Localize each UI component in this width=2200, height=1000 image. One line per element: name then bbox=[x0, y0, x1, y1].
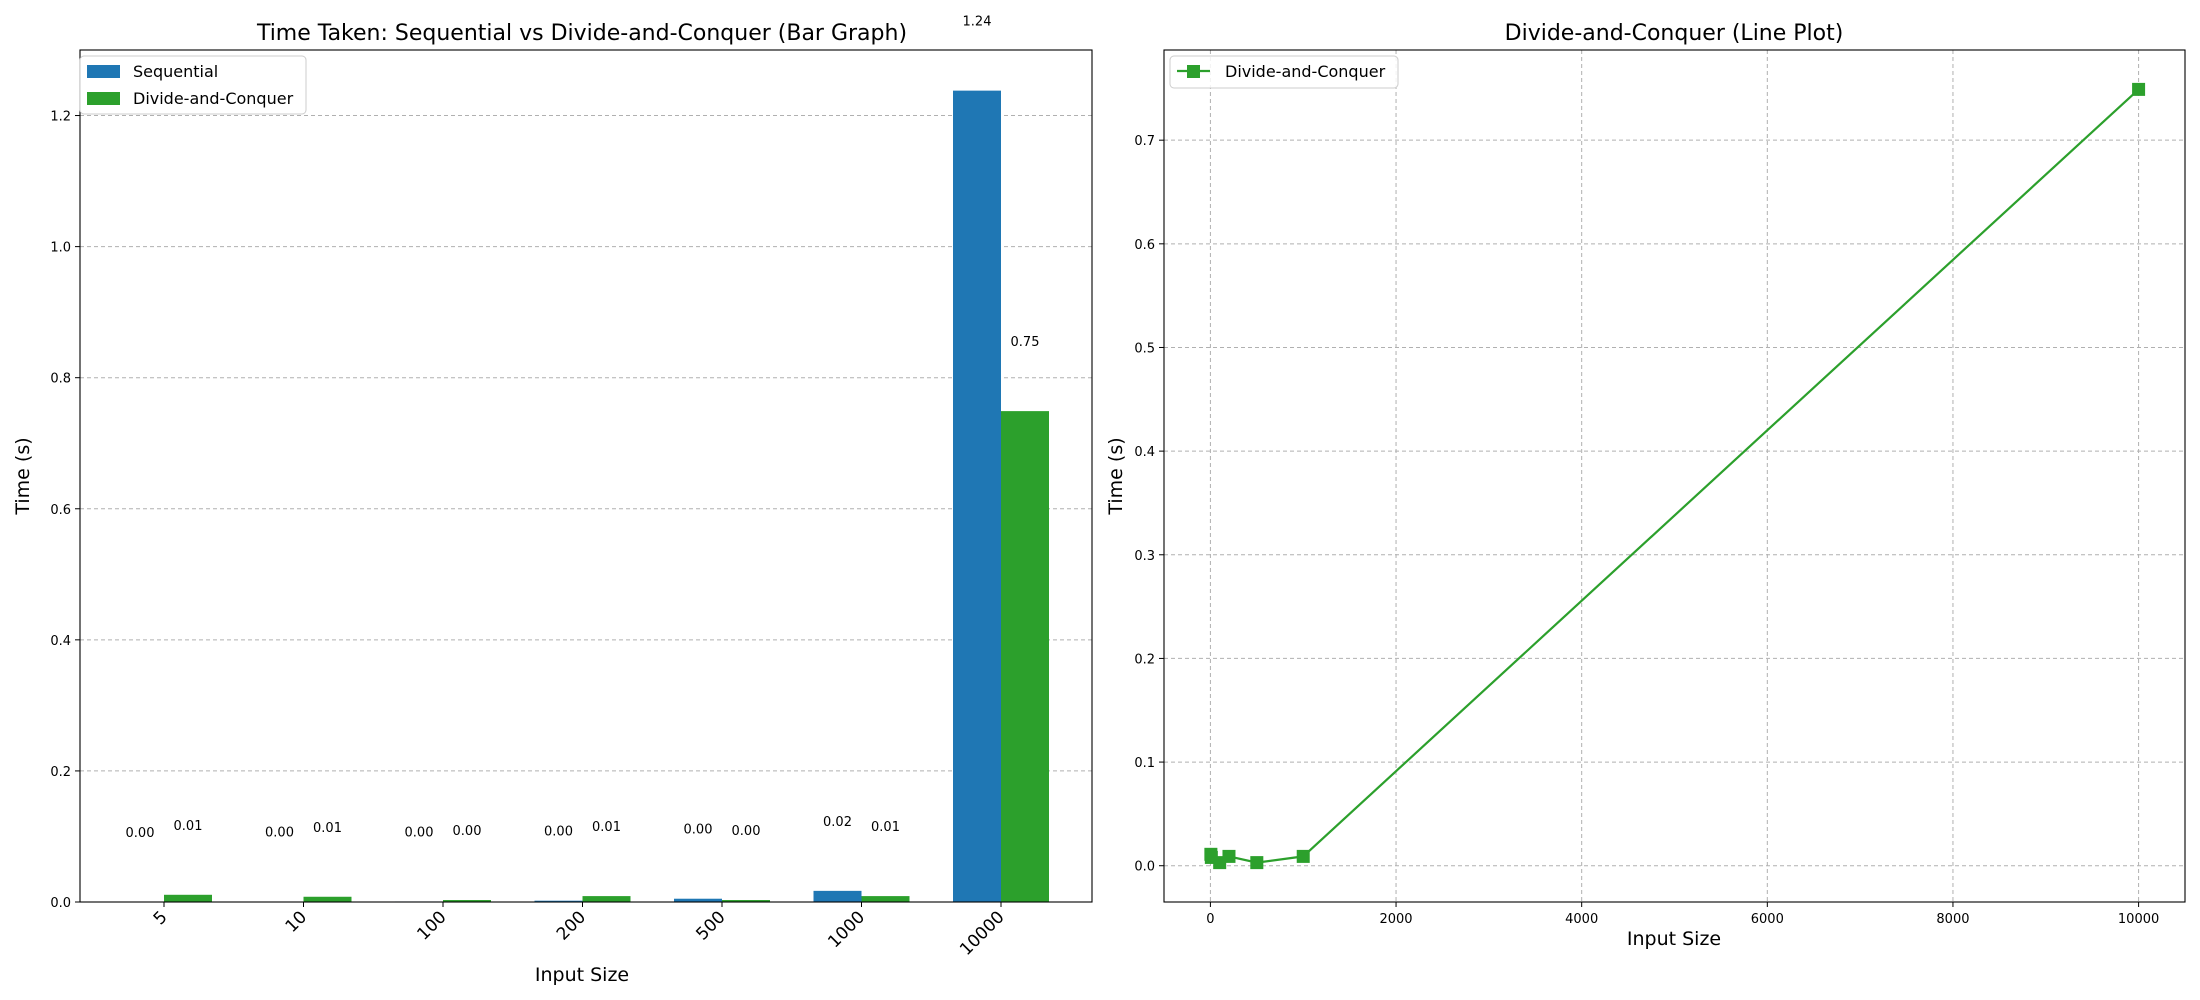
line-point-marker bbox=[2132, 82, 2146, 96]
bar-divide-and-conquer bbox=[303, 896, 352, 902]
bar-sequential bbox=[674, 898, 722, 902]
bar-data-label: 0.00 bbox=[732, 824, 761, 839]
bar-chart-title: Time Taken: Sequential vs Divide-and-Con… bbox=[256, 21, 907, 46]
line-x-tick-label: 10000 bbox=[2118, 912, 2159, 927]
bar-data-label: 0.01 bbox=[313, 821, 342, 836]
bar-data-label: 0.01 bbox=[592, 820, 621, 835]
bar-chart-legend: Sequential Divide-and-Conquer bbox=[79, 55, 307, 115]
bar-divide-and-conquer bbox=[861, 896, 910, 902]
bar-x-tick-label: 200 bbox=[553, 907, 590, 944]
bar-chart-x-ticks: 5 10 100 200 500 1000 10000 bbox=[150, 902, 1009, 960]
bar-data-label: 0.00 bbox=[126, 826, 155, 841]
bar-x-tick-label: 10 bbox=[282, 907, 311, 936]
bar-data-label: 0.02 bbox=[823, 815, 852, 830]
line-chart-gridlines bbox=[1164, 50, 2185, 902]
bar-y-tick-label: 0.0 bbox=[50, 896, 71, 911]
bar-sequential bbox=[534, 900, 583, 902]
bar-x-tick-label: 10000 bbox=[956, 907, 1008, 959]
bar-data-label: 0.00 bbox=[405, 825, 434, 840]
line-x-tick-label: 8000 bbox=[1936, 912, 1969, 927]
line-chart-y-axis-label: Time (s) bbox=[1105, 437, 1127, 515]
line-y-tick-label: 0.3 bbox=[1134, 549, 1155, 564]
legend-label-sequential: Sequential bbox=[133, 62, 218, 81]
legend-swatch-sequential bbox=[87, 65, 120, 78]
bar-y-tick-label: 1.0 bbox=[50, 241, 71, 256]
bar-chart-data-labels: 0.00 0.00 0.00 0.00 0.00 0.02 1.24 0.01 0.01 0.00… bbox=[126, 15, 1040, 841]
line-x-tick-label: 4000 bbox=[1565, 912, 1598, 927]
legend-label-divide-and-conquer: Divide-and-Conquer bbox=[133, 89, 294, 108]
line-y-tick-label: 0.2 bbox=[1134, 652, 1155, 667]
bar-y-tick-label: 1.2 bbox=[50, 110, 71, 125]
line-y-tick-label: 0.7 bbox=[1134, 134, 1155, 149]
bar-data-label: 0.75 bbox=[1011, 335, 1040, 350]
bar-chart-y-ticks: 0.0 0.2 0.4 0.6 0.8 1.0 1.2 bbox=[50, 110, 80, 911]
legend-marker-divide-and-conquer bbox=[1187, 65, 1200, 78]
line-y-tick-label: 0.0 bbox=[1134, 860, 1155, 875]
bar-chart: Time Taken: Sequential vs Divide-and-Con… bbox=[12, 15, 1093, 986]
line-chart-legend: Divide-and-Conquer bbox=[1169, 55, 1399, 89]
bar-divide-and-conquer bbox=[1001, 411, 1049, 902]
line-series-divide-and-conquer bbox=[1209, 88, 2140, 864]
line-chart-legend-box bbox=[1169, 55, 1399, 89]
line-point-marker bbox=[1222, 849, 1236, 863]
bar-data-label: 0.01 bbox=[871, 820, 900, 835]
bar-sequential bbox=[813, 890, 862, 902]
line-chart-y-ticks: 0.0 0.1 0.2 0.3 0.4 0.5 0.6 0.7 bbox=[1134, 134, 1164, 875]
bar-x-tick-label: 500 bbox=[692, 907, 729, 944]
legend-swatch-divide-and-conquer bbox=[87, 92, 120, 105]
line-point-marker bbox=[1296, 849, 1310, 863]
bar-sequential bbox=[953, 90, 1001, 902]
bar-x-tick-label: 1000 bbox=[824, 907, 869, 952]
bar-chart-legend-box bbox=[79, 55, 307, 115]
line-chart-x-axis-label: Input Size bbox=[1627, 928, 1721, 950]
bar-chart-axes-frame bbox=[79, 49, 1093, 903]
line-legend-label-divide-and-conquer: Divide-and-Conquer bbox=[1225, 62, 1386, 81]
bar-divide-and-conquer bbox=[722, 900, 770, 902]
bar-x-tick-label: 100 bbox=[413, 907, 450, 944]
line-chart-axes-frame bbox=[1163, 49, 2186, 903]
bar-data-label: 0.00 bbox=[453, 824, 482, 839]
bar-chart-gridlines bbox=[80, 115, 1092, 772]
bar-data-label: 1.24 bbox=[963, 15, 992, 30]
bar-y-tick-label: 0.8 bbox=[50, 372, 71, 387]
bar-chart-bars bbox=[116, 90, 1049, 902]
bar-data-label: 0.00 bbox=[684, 823, 713, 838]
line-x-tick-label: 0 bbox=[1206, 912, 1214, 927]
line-y-tick-label: 0.5 bbox=[1134, 341, 1155, 356]
line-point-marker bbox=[1250, 856, 1264, 870]
line-y-tick-label: 0.1 bbox=[1134, 756, 1155, 771]
line-x-tick-label: 2000 bbox=[1379, 912, 1412, 927]
bar-y-tick-label: 0.2 bbox=[50, 765, 71, 780]
bar-divide-and-conquer bbox=[164, 894, 212, 902]
bar-data-label: 0.00 bbox=[265, 826, 294, 841]
bar-divide-and-conquer bbox=[582, 896, 631, 902]
line-chart-title: Divide-and-Conquer (Line Plot) bbox=[1505, 21, 1844, 46]
bar-data-label: 0.01 bbox=[174, 819, 203, 834]
bar-x-tick-label: 5 bbox=[150, 907, 172, 929]
bar-chart-y-axis-label: Time (s) bbox=[12, 437, 34, 515]
bar-data-label: 0.00 bbox=[544, 825, 573, 840]
bar-chart-x-axis-label: Input Size bbox=[535, 964, 629, 986]
line-y-tick-label: 0.6 bbox=[1134, 238, 1155, 253]
line-chart-x-ticks: 0 2000 4000 6000 8000 10000 bbox=[1206, 902, 2159, 927]
line-chart-series bbox=[1204, 82, 2146, 870]
line-y-tick-label: 0.4 bbox=[1134, 445, 1155, 460]
bar-y-tick-label: 0.6 bbox=[50, 503, 71, 518]
line-chart: Divide-and-Conquer (Line Plot) 0.0 0.1 0.2… bbox=[1105, 21, 2186, 950]
bar-divide-and-conquer bbox=[443, 900, 491, 902]
line-x-tick-label: 6000 bbox=[1751, 912, 1784, 927]
bar-y-tick-label: 0.4 bbox=[50, 634, 71, 649]
